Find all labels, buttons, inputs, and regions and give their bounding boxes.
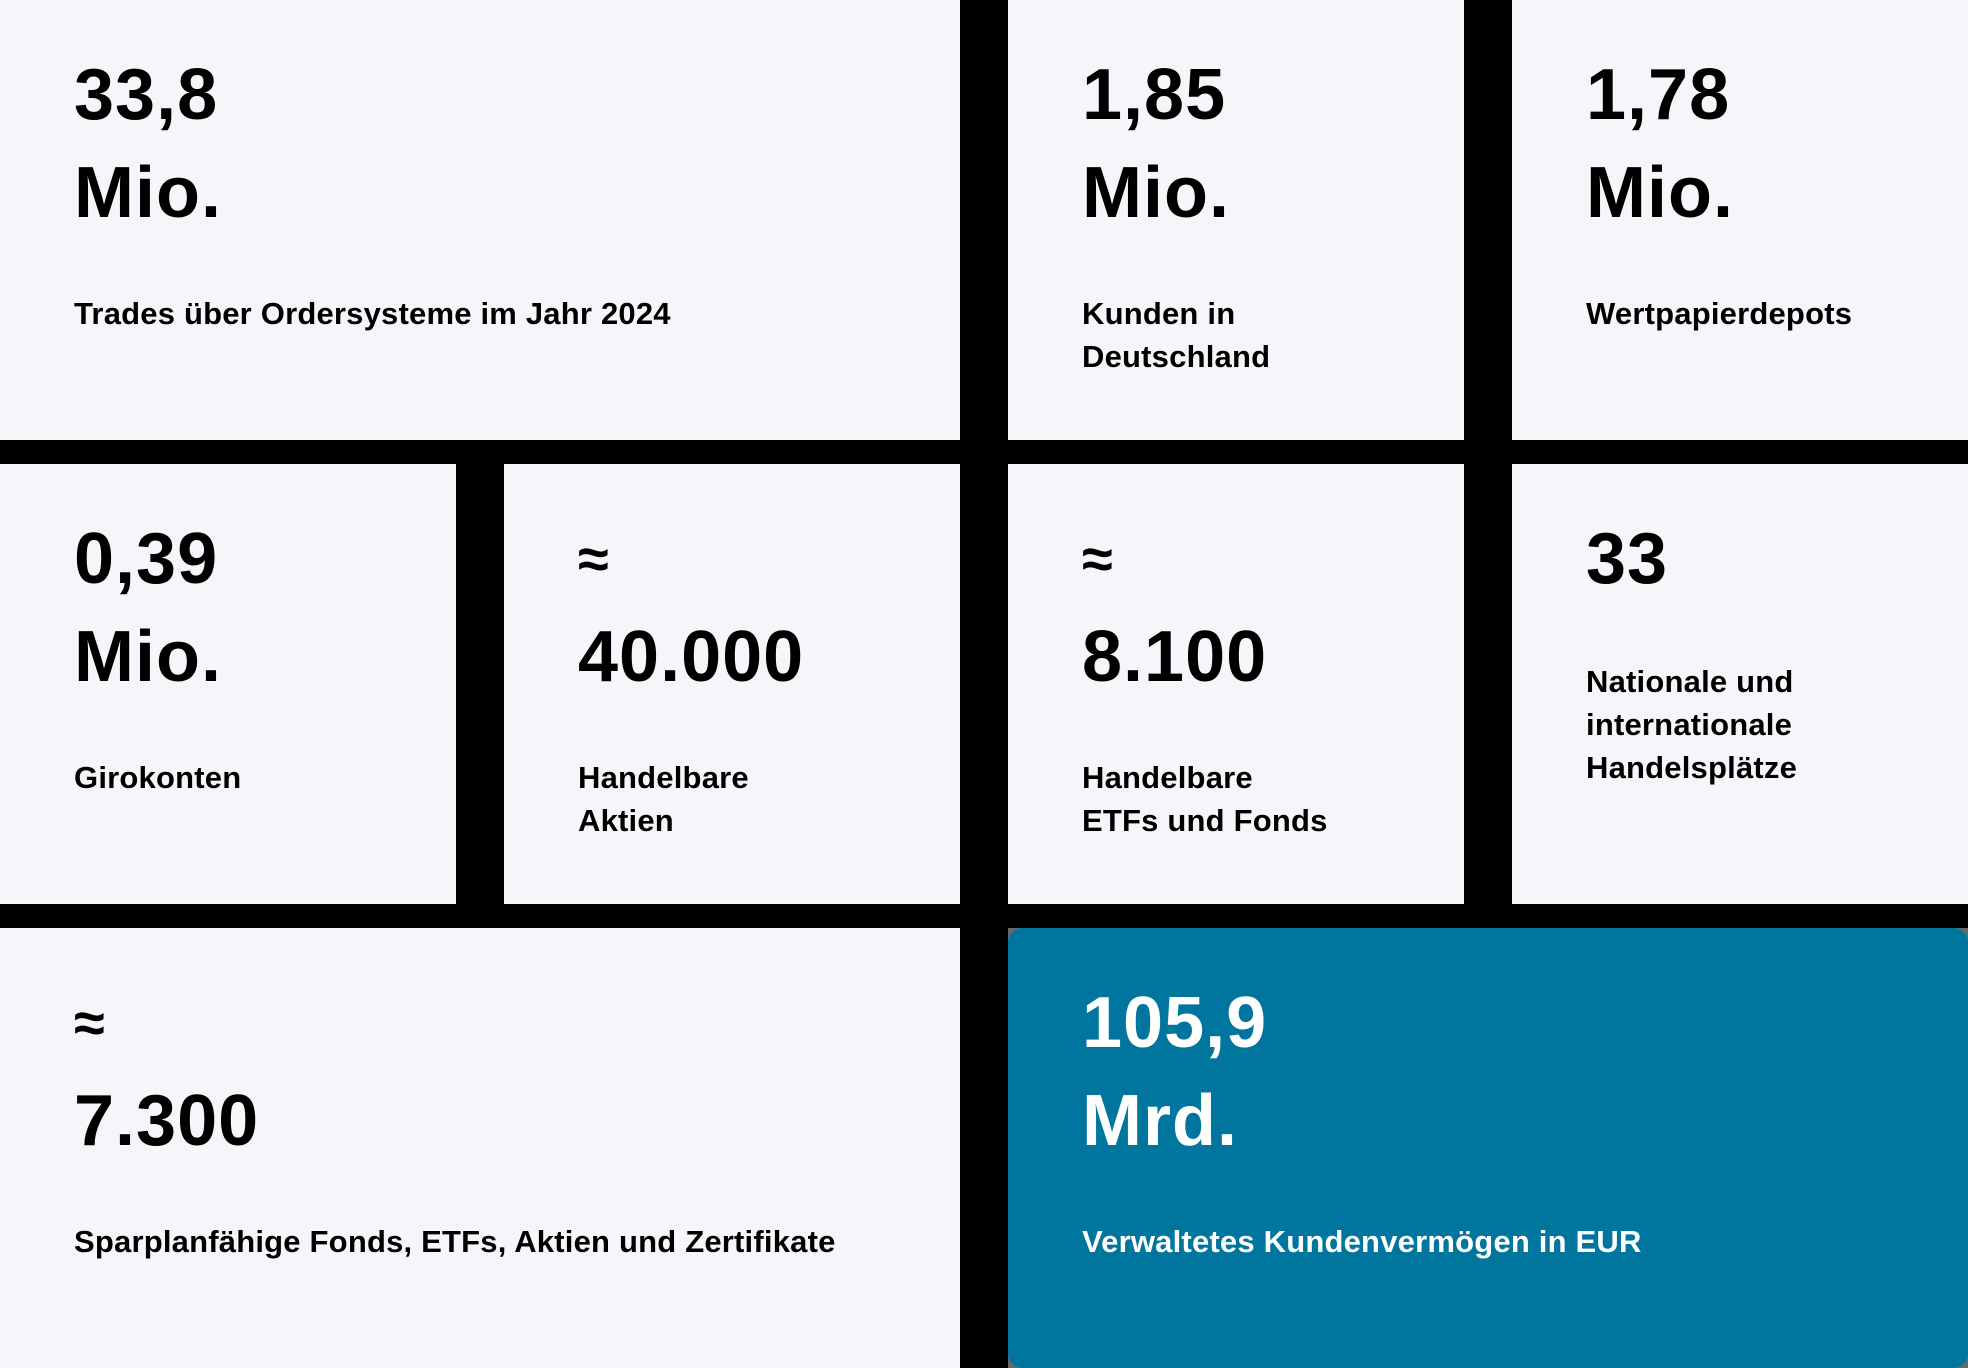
stat-unit: Mrd. — [1082, 1081, 1238, 1161]
stat-label-line: Aktien — [578, 803, 674, 838]
stat-card-depots: 1,78 Mio. Wertpapierdepots — [1512, 0, 1968, 440]
stat-label: Trades über Ordersysteme im Jahr 2024 — [74, 296, 671, 331]
stat-card-customers: 1,85 Mio. Kunden in Deutschland — [1008, 0, 1464, 440]
stat-label-line: Handelbare — [1082, 760, 1253, 795]
stat-value: 1,85 — [1082, 55, 1227, 135]
stat-label-line: Nationale und — [1586, 664, 1794, 699]
stat-unit: Mio. — [1082, 153, 1230, 233]
stat-label: Nationale und internationale Handelsplät… — [1586, 660, 1968, 789]
stat-value: 0,39 — [74, 519, 219, 599]
stat-label: Girokonten — [74, 760, 242, 795]
approx-icon: ≈ — [1082, 527, 1113, 590]
stat-value: 105,9 — [1082, 983, 1268, 1063]
stat-label: Handelbare Aktien — [578, 756, 960, 842]
stat-card-trades: 33,8 Mio. Trades über Ordersysteme im Ja… — [0, 0, 960, 440]
stat-value: 33 — [1586, 519, 1669, 599]
stat-label-line: internationale — [1586, 707, 1793, 742]
stat-card-venues: 33 Nationale und internationale Handelsp… — [1512, 464, 1968, 904]
stat-card-assets-highlight: 105,9 Mrd. Verwaltetes Kundenvermögen in… — [1008, 928, 1968, 1368]
approx-icon: ≈ — [74, 991, 105, 1054]
stat-unit: Mio. — [74, 153, 222, 233]
stat-card-giro: 0,39 Mio. Girokonten — [0, 464, 456, 904]
approx-icon: ≈ — [578, 527, 609, 590]
stat-label: Sparplanfähige Fonds, ETFs, Aktien und Z… — [74, 1224, 836, 1259]
stat-value: 1,78 — [1586, 55, 1731, 135]
stat-value: 8.100 — [1082, 617, 1268, 697]
stat-card-etfs: ≈ 8.100 Handelbare ETFs und Fonds — [1008, 464, 1464, 904]
stat-card-savings: ≈ 7.300 Sparplanfähige Fonds, ETFs, Akti… — [0, 928, 960, 1368]
stat-label-line: Handelsplätze — [1586, 750, 1798, 785]
stat-label: Kunden in Deutschland — [1082, 292, 1464, 378]
stat-label-line: Handelbare — [578, 760, 749, 795]
stat-label: Verwaltetes Kundenvermögen in EUR — [1082, 1224, 1642, 1259]
stat-value: 40.000 — [578, 617, 805, 697]
stat-label: Wertpapierdepots — [1586, 296, 1853, 331]
stat-unit: Mio. — [1586, 153, 1734, 233]
stat-value: 33,8 — [74, 55, 219, 135]
stat-label-line: Kunden in — [1082, 296, 1236, 331]
stat-value: 7.300 — [74, 1081, 260, 1161]
stat-unit: Mio. — [74, 617, 222, 697]
stat-label: Handelbare ETFs und Fonds — [1082, 756, 1464, 842]
stat-label-line: ETFs und Fonds — [1082, 803, 1328, 838]
stat-card-stocks: ≈ 40.000 Handelbare Aktien — [504, 464, 960, 904]
stat-label-line: Deutschland — [1082, 339, 1271, 374]
